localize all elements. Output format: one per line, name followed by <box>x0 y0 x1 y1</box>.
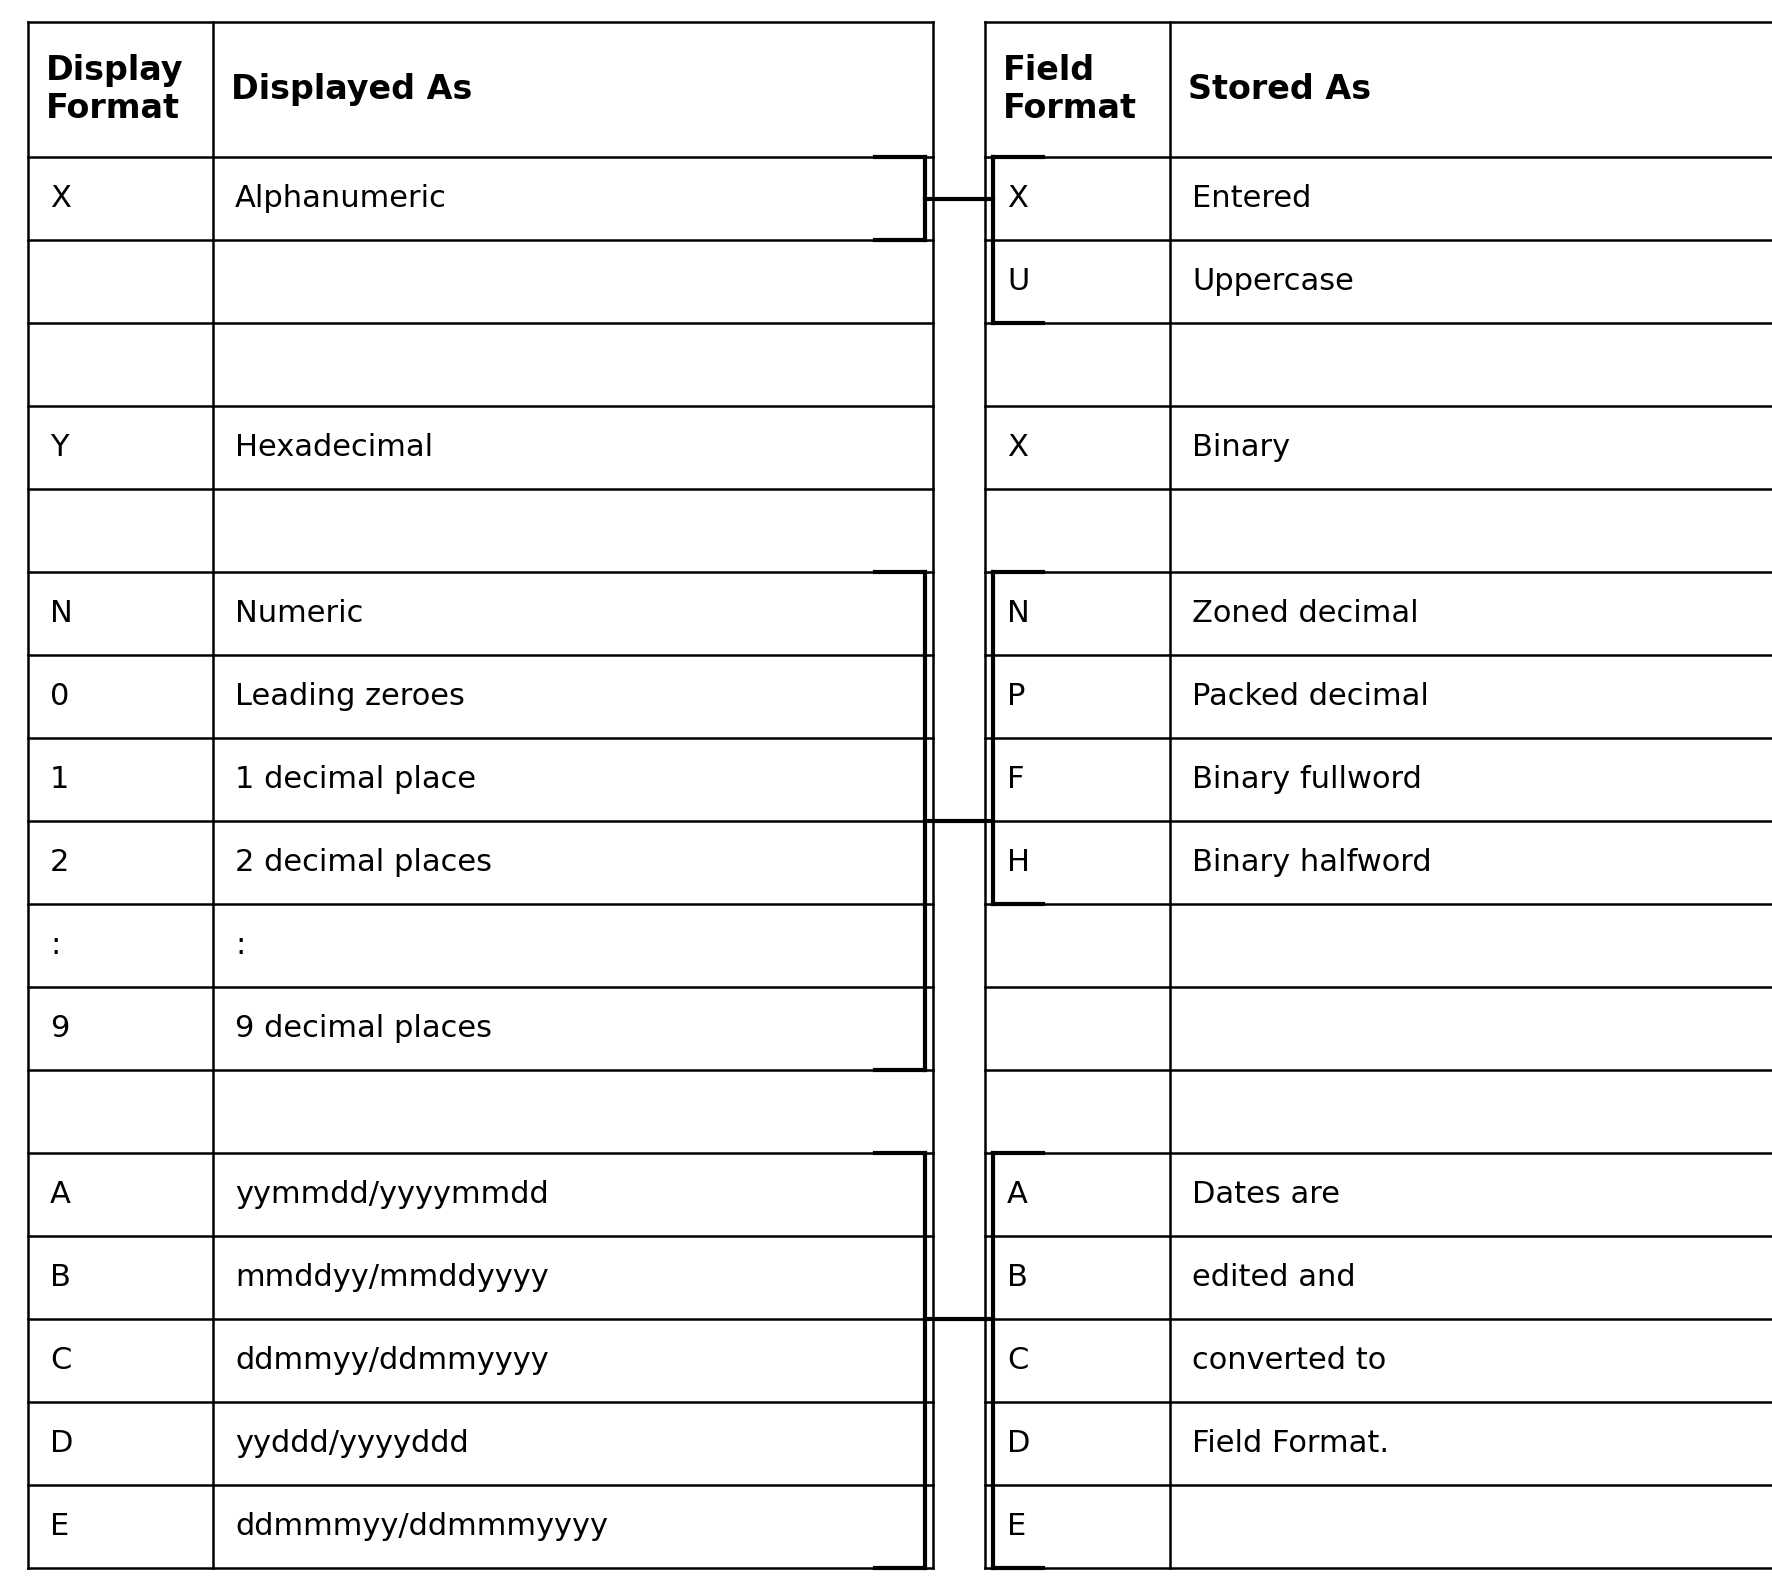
Text: :: : <box>236 930 245 960</box>
Text: 9: 9 <box>50 1014 69 1043</box>
Text: Leading zeroes: Leading zeroes <box>236 682 464 710</box>
Text: yyddd/yyyyddd: yyddd/yyyyddd <box>236 1429 470 1459</box>
Text: N: N <box>1006 600 1030 628</box>
Text: Binary: Binary <box>1193 433 1290 462</box>
Text: 1: 1 <box>50 766 69 794</box>
Text: E: E <box>1006 1512 1026 1541</box>
Text: ddmmmyy/ddmmmyyyy: ddmmmyy/ddmmmyyyy <box>236 1512 608 1541</box>
Text: Binary fullword: Binary fullword <box>1193 766 1421 794</box>
Text: A: A <box>1006 1180 1028 1209</box>
Text: Stored As: Stored As <box>1187 73 1372 106</box>
Text: Binary halfword: Binary halfword <box>1193 848 1432 876</box>
Text: B: B <box>50 1262 71 1292</box>
Text: Field
Format: Field Format <box>1003 54 1138 125</box>
Text: P: P <box>1006 682 1026 710</box>
Text: Uppercase: Uppercase <box>1193 267 1354 296</box>
Text: yymmdd/yyyymmdd: yymmdd/yyyymmdd <box>236 1180 549 1209</box>
Text: Alphanumeric: Alphanumeric <box>236 184 447 214</box>
Text: 9 decimal places: 9 decimal places <box>236 1014 493 1043</box>
Text: 0: 0 <box>50 682 69 710</box>
Text: 2 decimal places: 2 decimal places <box>236 848 493 876</box>
Text: A: A <box>50 1180 71 1209</box>
Text: C: C <box>1006 1346 1028 1375</box>
Text: Displayed As: Displayed As <box>230 73 473 106</box>
Text: X: X <box>50 184 71 214</box>
Text: :: : <box>50 930 60 960</box>
Text: converted to: converted to <box>1193 1346 1386 1375</box>
Text: D: D <box>1006 1429 1030 1459</box>
Text: Zoned decimal: Zoned decimal <box>1193 600 1419 628</box>
Text: H: H <box>1006 848 1030 876</box>
Text: U: U <box>1006 267 1030 296</box>
Text: Dates are: Dates are <box>1193 1180 1340 1209</box>
Text: B: B <box>1006 1262 1028 1292</box>
Text: ddmmyy/ddmmyyyy: ddmmyy/ddmmyyyy <box>236 1346 549 1375</box>
Text: F: F <box>1006 766 1024 794</box>
Text: D: D <box>50 1429 73 1459</box>
Text: E: E <box>50 1512 69 1541</box>
Text: Display
Format: Display Format <box>46 54 184 125</box>
Text: X: X <box>1006 184 1028 214</box>
Text: C: C <box>50 1346 71 1375</box>
Text: N: N <box>50 600 73 628</box>
Text: mmddyy/mmddyyyy: mmddyy/mmddyyyy <box>236 1262 549 1292</box>
Text: edited and: edited and <box>1193 1262 1356 1292</box>
Text: Hexadecimal: Hexadecimal <box>236 433 432 462</box>
Text: Entered: Entered <box>1193 184 1311 214</box>
Text: X: X <box>1006 433 1028 462</box>
Text: Field Format.: Field Format. <box>1193 1429 1389 1459</box>
Text: 2: 2 <box>50 848 69 876</box>
Text: Numeric: Numeric <box>236 600 363 628</box>
Text: Packed decimal: Packed decimal <box>1193 682 1428 710</box>
Text: Y: Y <box>50 433 69 462</box>
Text: 1 decimal place: 1 decimal place <box>236 766 477 794</box>
